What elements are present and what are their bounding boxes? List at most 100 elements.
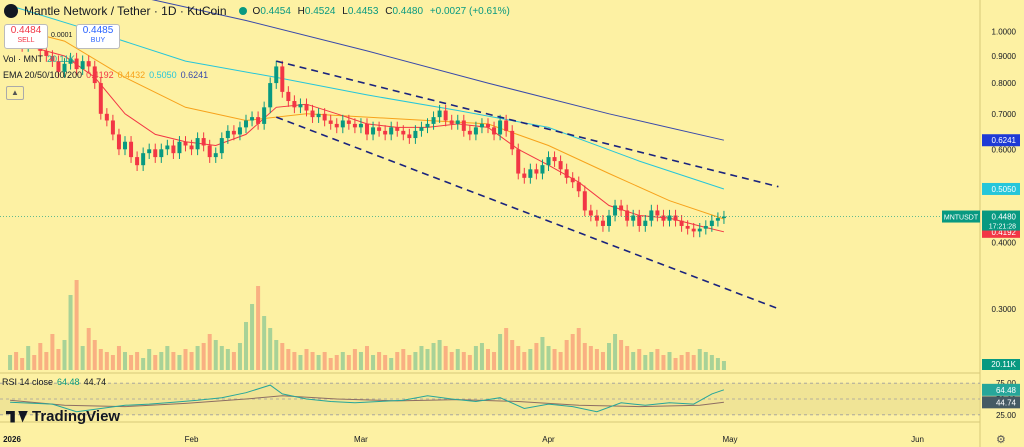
volume-bar <box>528 349 533 370</box>
rsi-value-tag-label: 64.48 <box>996 386 1017 395</box>
ema20-value: 0.4192 <box>86 70 114 80</box>
candle-body <box>346 120 351 124</box>
candle-body <box>213 153 218 158</box>
volume-bar <box>244 322 248 370</box>
channel-lower-line <box>276 116 779 310</box>
chevron-up-icon[interactable]: ▲ <box>6 86 24 100</box>
candle-body <box>135 157 140 166</box>
time-axis-label: Apr <box>542 435 555 444</box>
volume-bar <box>546 346 551 370</box>
candle-body <box>619 205 624 211</box>
buy-button[interactable]: 0.4485 BUY <box>76 24 120 49</box>
candle-body <box>141 153 146 166</box>
candle-body <box>607 215 611 226</box>
candle-body <box>588 210 593 216</box>
candle-body <box>673 215 678 221</box>
candle-body <box>685 225 690 229</box>
volume-bar <box>116 346 121 370</box>
ema-price-tag <box>982 182 1020 195</box>
ema-price-tag-label: 0.5050 <box>992 185 1017 194</box>
candle-body <box>159 149 164 158</box>
candle-body <box>98 83 103 114</box>
sell-button[interactable]: 0.4484 SELL <box>4 24 48 49</box>
candle-body <box>129 141 134 158</box>
rsi-value-tag <box>982 396 1020 409</box>
candle-body <box>516 149 521 174</box>
candle-body <box>322 113 327 121</box>
candle-body <box>467 130 472 135</box>
candle-body <box>201 138 206 146</box>
volume-bar <box>697 349 702 370</box>
candle-body <box>492 127 497 135</box>
volume-bar <box>268 328 273 370</box>
symbol-title[interactable]: Mantle Network / Tether · 1D · KuCoin <box>24 4 227 18</box>
candle-body <box>401 130 406 135</box>
ema-legend[interactable]: EMA 20/50/100/200 0.4192 0.4432 0.5050 0.624… <box>3 70 208 80</box>
volume-bar <box>250 304 255 370</box>
candle-body <box>715 218 720 221</box>
volume-bar <box>14 352 19 370</box>
candle-body <box>631 215 636 221</box>
candle-body <box>195 138 200 150</box>
volume-bar <box>431 343 436 370</box>
volume-bar <box>183 349 188 370</box>
volume-bar <box>486 349 490 370</box>
rsi-value-tag <box>982 383 1020 396</box>
candle-body <box>486 123 490 128</box>
volume-bar <box>582 343 587 370</box>
volume-bar <box>594 349 599 370</box>
candle-body <box>534 169 539 174</box>
candle-body <box>407 134 412 139</box>
spread-value: 0.0001 <box>51 32 73 39</box>
volume-bar <box>237 343 242 370</box>
volume-bar <box>165 346 170 370</box>
candle-body <box>365 123 369 135</box>
price-tick-label: 0.9000 <box>992 52 1017 61</box>
volume-bar <box>358 352 363 370</box>
time-axis-label: Mar <box>354 435 368 444</box>
volume-bar <box>425 349 430 370</box>
candle-body <box>304 104 309 111</box>
candle-body <box>256 117 261 124</box>
volume-bar <box>498 334 503 370</box>
volume-bar <box>715 358 720 370</box>
gear-icon[interactable]: ⚙ <box>996 434 1006 446</box>
candle-body <box>116 134 121 150</box>
tradingview-branding[interactable]: TradingView <box>6 408 120 425</box>
candle-body <box>56 61 61 72</box>
candle-body <box>262 107 267 124</box>
candle-body <box>219 138 224 154</box>
volume-bar <box>467 355 472 370</box>
volume-bar <box>407 355 412 370</box>
volume-bar <box>492 352 497 370</box>
candle-body <box>479 123 484 128</box>
rsi-ma-line <box>10 395 724 408</box>
candle-body <box>431 117 436 124</box>
candle-body <box>123 141 127 150</box>
time-axis-label: 2026 <box>3 435 21 444</box>
volume-label: Vol · MNT <box>3 54 44 64</box>
volume-bar <box>38 343 43 370</box>
rsi-level-label: 75.00 <box>996 379 1017 388</box>
candle-body <box>697 228 702 232</box>
ema-label: EMA 20/50/100/200 <box>3 70 83 80</box>
buy-label: BUY <box>90 37 106 44</box>
volume-bar <box>540 337 545 370</box>
volume-value: 20.11K <box>47 54 75 64</box>
candle-body <box>625 210 630 221</box>
volume-bar <box>135 352 140 370</box>
candle-body <box>721 216 726 219</box>
candle-body <box>177 141 182 154</box>
rsi-legend[interactable]: RSI 14 close 64.48 44.74 <box>2 377 106 387</box>
ema-price-tag-label: 0.4192 <box>992 228 1017 237</box>
price-tick-label: 0.4000 <box>992 239 1017 248</box>
volume-bar <box>691 355 696 370</box>
volume-legend[interactable]: Vol · MNT 20.11K <box>3 54 75 64</box>
price-tick-label: 0.6000 <box>992 145 1017 154</box>
volume-bar <box>383 355 388 370</box>
volume-bar <box>231 352 236 370</box>
candle-body <box>371 127 376 135</box>
volume-bar <box>68 295 73 370</box>
